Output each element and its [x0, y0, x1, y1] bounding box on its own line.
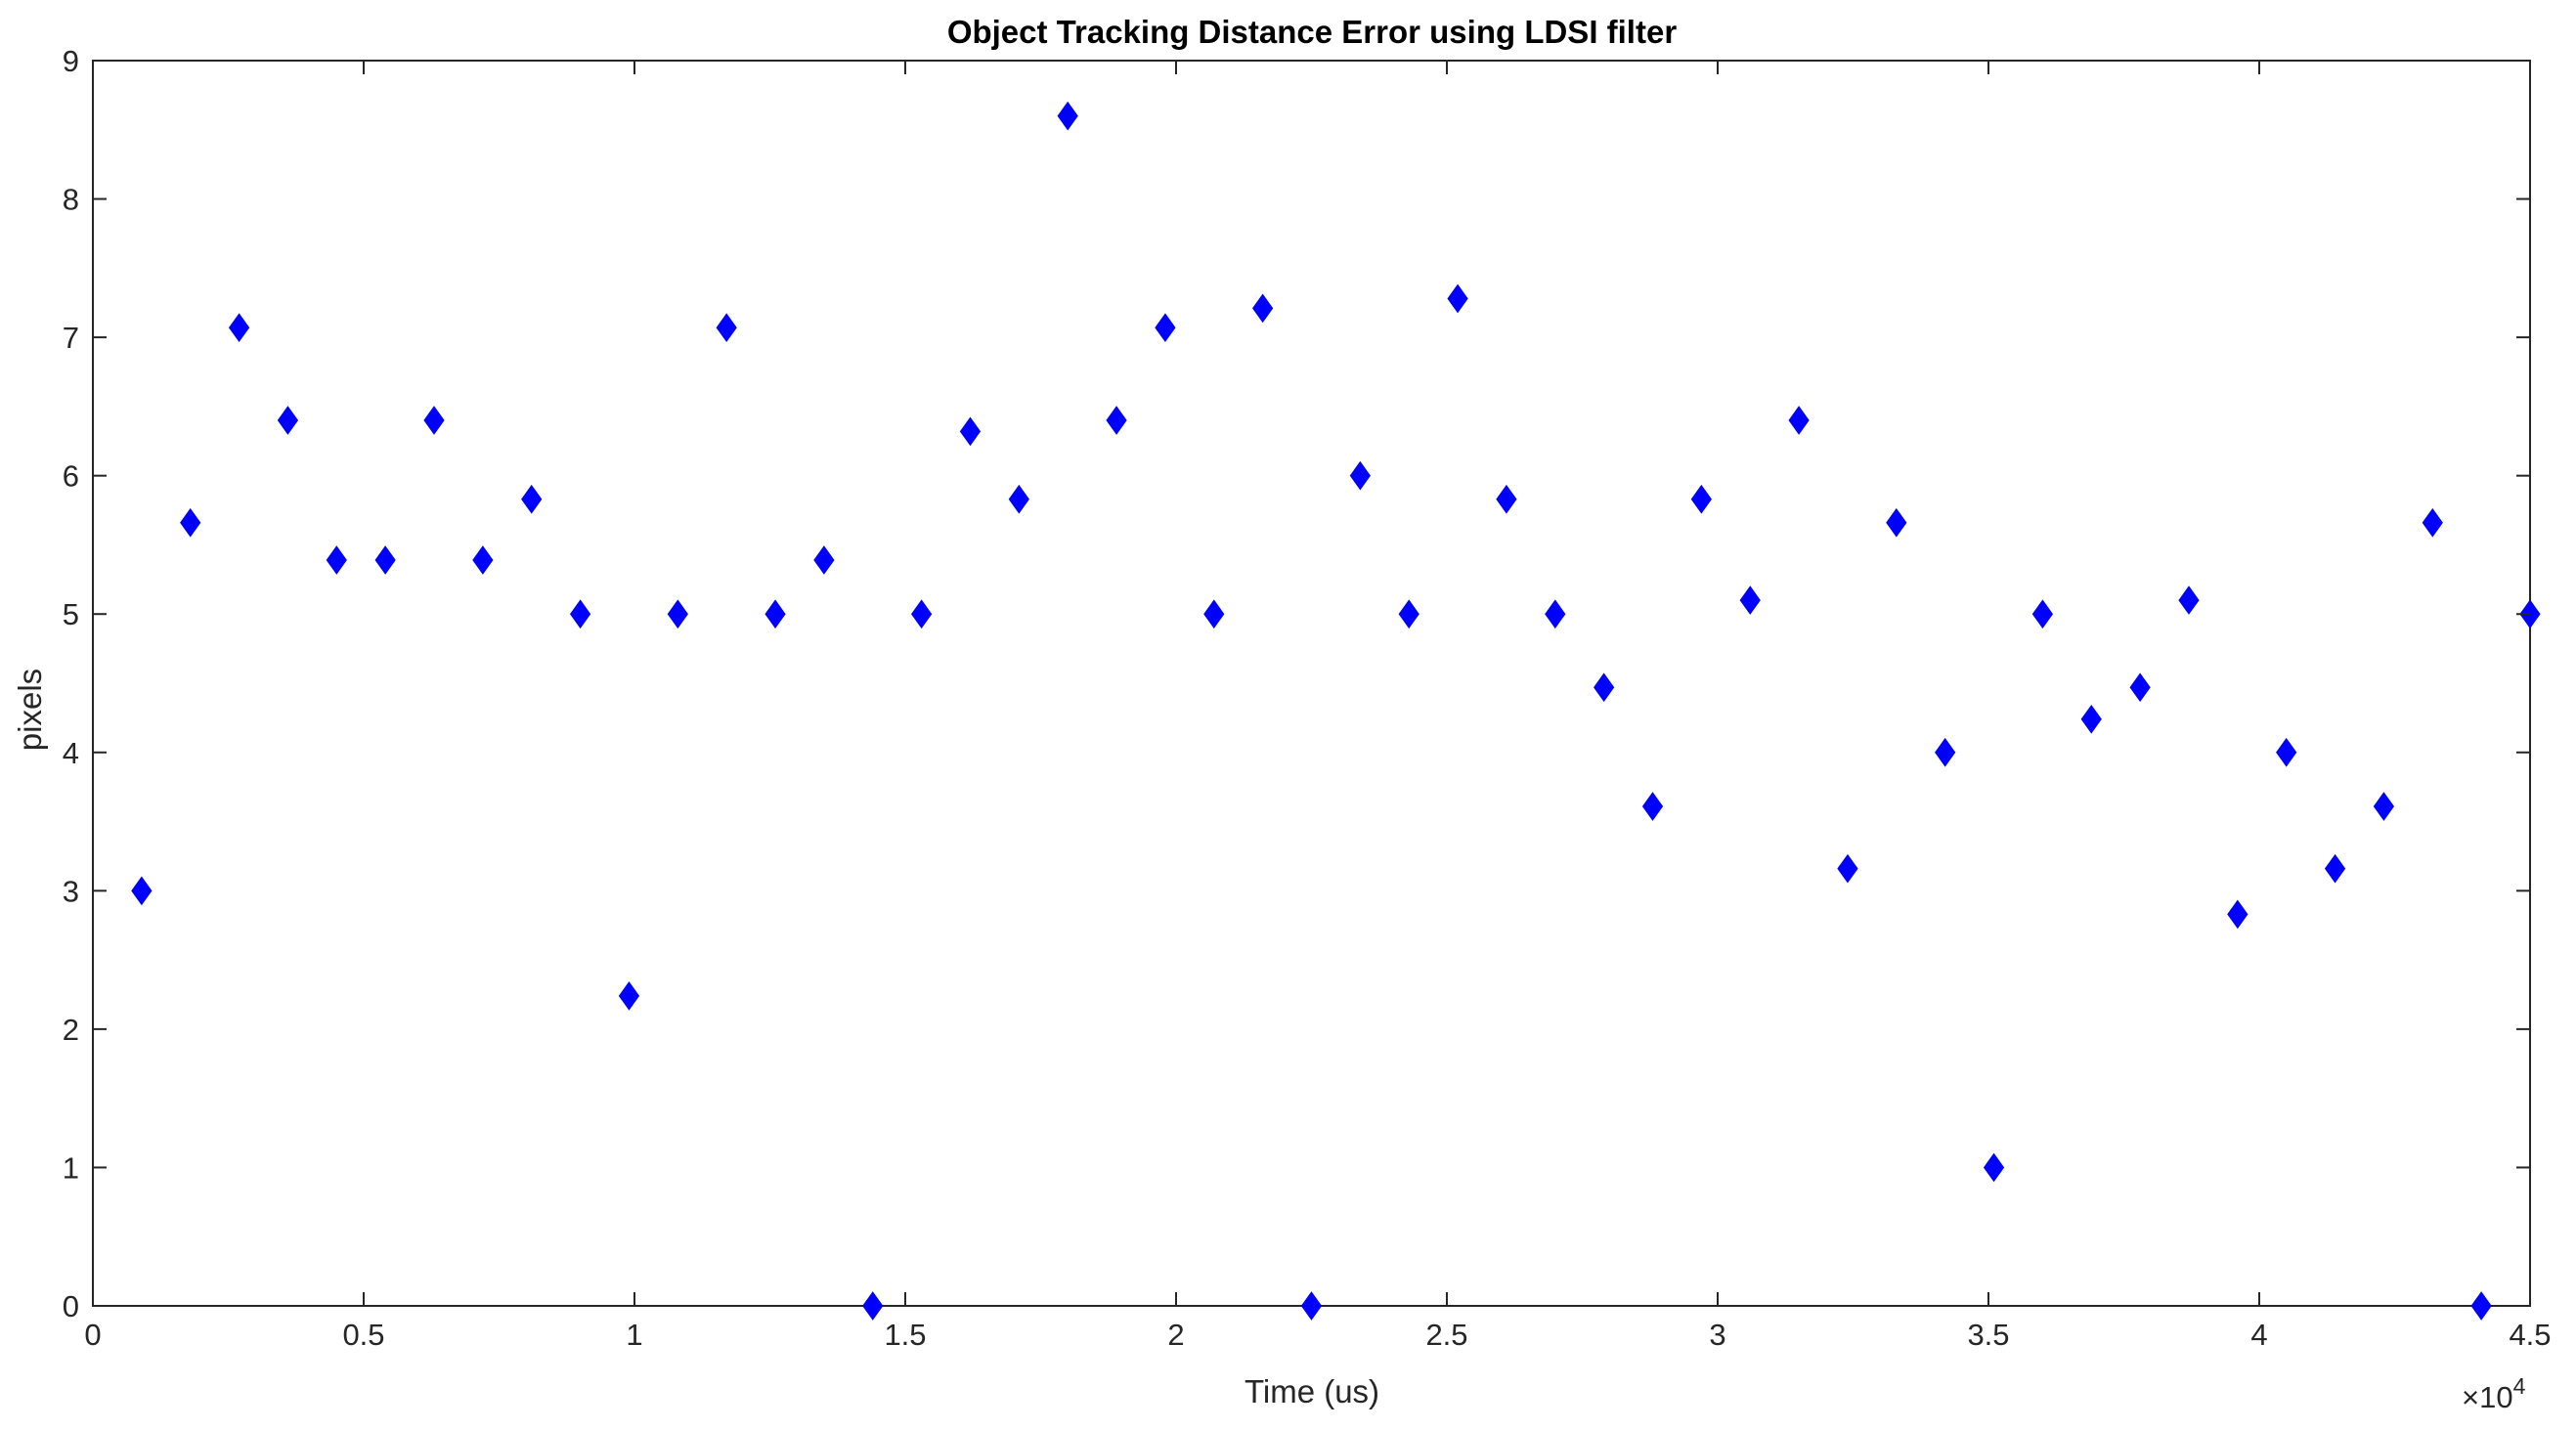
data-point-marker — [1983, 1152, 2005, 1183]
y-tick-label: 6 — [63, 459, 79, 494]
x-tick-label: 0 — [84, 1318, 101, 1352]
data-point-marker — [1641, 792, 1664, 821]
data-point-marker — [1349, 460, 1371, 491]
data-point-marker — [1739, 585, 1761, 615]
x-tick-label: 3 — [1709, 1318, 1725, 1352]
data-point-marker — [2080, 704, 2102, 734]
x-axis-exponent: ×104 — [2462, 1373, 2526, 1414]
data-point-marker — [472, 545, 494, 575]
data-point-marker — [1203, 599, 1225, 629]
data-point-marker — [2031, 599, 2054, 629]
x-tick-label: 2 — [1167, 1318, 1184, 1352]
x-tick-label: 1.5 — [884, 1318, 926, 1352]
data-point-marker — [959, 416, 982, 447]
data-point-marker — [1496, 484, 1517, 514]
data-point-marker — [131, 876, 153, 906]
data-point-marker — [1594, 672, 1615, 703]
x-tick-label: 0.5 — [342, 1318, 384, 1352]
plot-area — [92, 60, 2531, 1307]
x-tick-label: 3.5 — [1967, 1318, 2009, 1352]
x-tick-label: 2.5 — [1425, 1318, 1467, 1352]
x-tick-label: 4 — [2250, 1318, 2267, 1352]
x-axis-label: Time (us) — [1244, 1373, 1379, 1409]
data-point-marker — [2470, 1291, 2492, 1321]
data-point-marker — [1886, 507, 1907, 538]
data-point-marker — [2227, 899, 2249, 930]
data-point-marker — [326, 545, 347, 575]
data-point-marker — [1300, 1291, 1323, 1321]
data-point-marker — [423, 406, 445, 435]
data-point-marker — [1106, 406, 1127, 435]
data-point-marker — [1008, 484, 1029, 514]
x-tick-label: 4.5 — [2509, 1318, 2551, 1352]
data-point-marker — [1057, 101, 1078, 131]
data-point-marker — [1398, 599, 1419, 629]
data-point-marker — [1155, 313, 1176, 343]
data-point-marker — [1447, 283, 1468, 314]
data-point-marker — [667, 599, 688, 629]
data-point-marker — [764, 599, 786, 629]
x-tick-label: 1 — [626, 1318, 642, 1352]
y-tick-label: 1 — [63, 1150, 79, 1185]
data-markers — [131, 101, 2541, 1321]
data-point-marker — [911, 599, 933, 629]
data-point-marker — [862, 1291, 884, 1321]
y-tick-label: 5 — [63, 597, 79, 631]
y-tick-label: 3 — [63, 874, 79, 908]
data-point-marker — [180, 507, 201, 538]
y-tick-label: 9 — [63, 44, 79, 78]
data-point-marker — [228, 313, 250, 343]
data-point-marker — [716, 313, 737, 343]
chart-title: Object Tracking Distance Error using LDS… — [947, 14, 1678, 50]
data-point-marker — [813, 545, 835, 575]
y-tick-label: 4 — [63, 736, 79, 770]
data-point-marker — [1837, 853, 1858, 884]
y-tick-label: 0 — [63, 1289, 79, 1323]
data-point-marker — [569, 599, 591, 629]
data-point-marker — [1690, 484, 1712, 514]
data-point-marker — [2129, 672, 2151, 703]
data-point-marker — [374, 545, 396, 575]
data-point-marker — [2422, 507, 2443, 538]
axis-ticks: 0 0.5 1 1.5 2 2.5 3 3.5 4 4.5 0 1 2 3 4 5 6 7 8 9 — [63, 44, 2552, 1352]
y-tick-label: 8 — [63, 183, 79, 217]
x-axis-exponent-base: ×10 — [2462, 1380, 2513, 1414]
data-point-marker — [1935, 737, 1956, 767]
data-point-marker — [1788, 406, 1810, 435]
data-point-marker — [2178, 585, 2200, 615]
data-point-marker — [1252, 293, 1274, 324]
data-point-marker — [1545, 599, 1566, 629]
plot-frame — [92, 60, 2531, 1307]
x-axis-exponent-power: 4 — [2513, 1373, 2526, 1399]
data-point-marker — [2373, 792, 2395, 821]
data-point-marker — [521, 484, 543, 514]
data-point-marker — [2324, 853, 2346, 884]
y-tick-label: 7 — [63, 321, 79, 355]
data-point-marker — [277, 406, 299, 435]
data-point-marker — [618, 981, 640, 1011]
y-tick-label: 2 — [63, 1013, 79, 1047]
data-point-marker — [2276, 737, 2297, 767]
y-axis-label: pixels — [12, 669, 48, 751]
